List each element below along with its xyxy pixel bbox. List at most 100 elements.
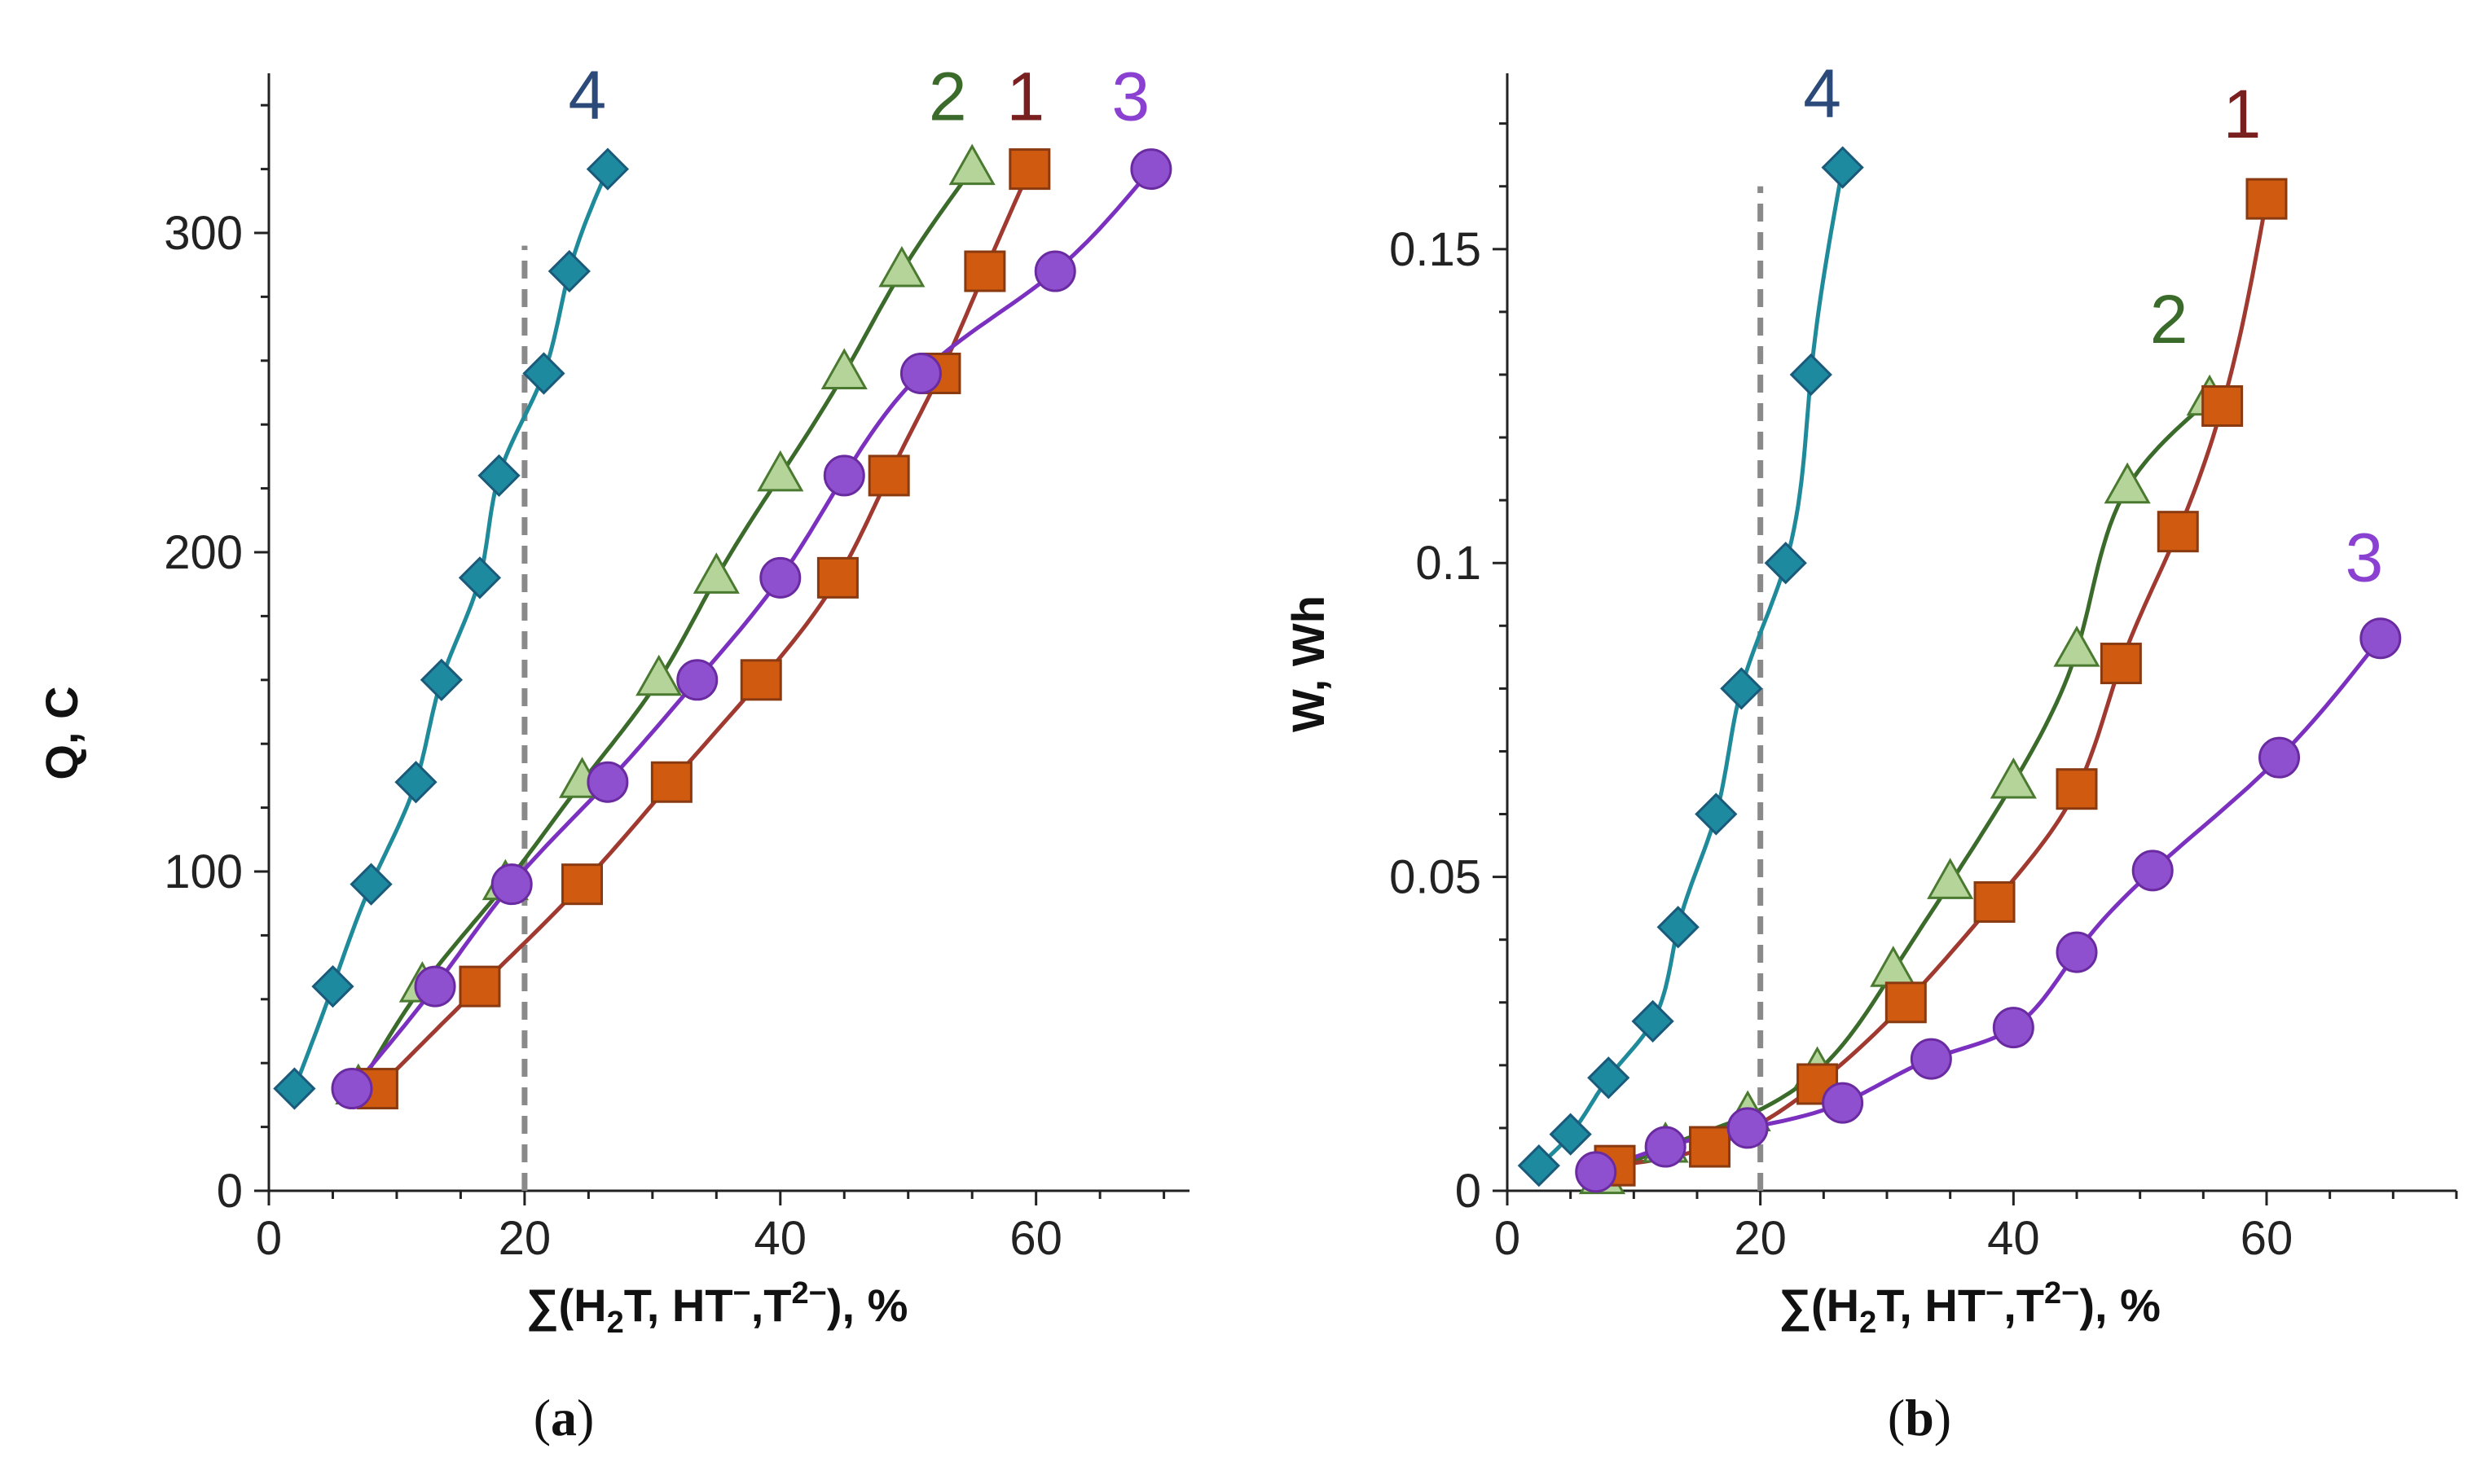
series-4-diamond-marker	[1720, 667, 1763, 710]
series-3-circle-marker	[587, 761, 629, 803]
series-3-circle-marker	[1034, 250, 1076, 292]
series-3-circle-marker	[1130, 148, 1172, 191]
series-3-circle-marker	[490, 863, 533, 906]
series-1-square-marker	[1884, 981, 1927, 1024]
series-4-curve	[1537, 167, 1845, 1168]
series-3-circle-marker	[2359, 617, 2402, 660]
series-3-label: 3	[2345, 520, 2383, 596]
y-tick-label: 0.1	[1415, 537, 1481, 590]
series-2-label: 2	[2150, 281, 2188, 358]
series-2-triangle-marker	[1990, 757, 2037, 799]
series-4-curve	[292, 168, 610, 1090]
panel-a-chart: 0 20 40 60 0 100 200 300 ∑(H2T, HT−,T2−), % Q, C 4…	[36, 57, 1190, 1447]
series-1-curve	[376, 168, 1032, 1091]
x-tick-label: 40	[1987, 1212, 2040, 1265]
x-tick-label: 60	[2241, 1212, 2293, 1265]
series-3-circle-marker	[823, 454, 865, 497]
series-3-circle-marker	[2258, 736, 2301, 779]
series-2-triangle-marker	[2053, 626, 2100, 667]
series-1-square-marker	[2201, 385, 2244, 428]
series-1-square-marker	[561, 863, 604, 906]
series-1-square-marker	[868, 454, 910, 497]
panel-label: (b)	[1888, 1389, 1951, 1447]
series-1-square-marker	[459, 965, 501, 1008]
y-axis-title: Q, C	[36, 686, 87, 779]
series-4-diamond-marker	[1587, 1056, 1630, 1100]
panel-label: (a)	[534, 1389, 595, 1447]
series-3-circle-marker	[1726, 1107, 1769, 1149]
x-axis-title: ∑(H2T, HT−,T2−), %	[526, 1276, 908, 1340]
series-4-diamond-marker	[1656, 906, 1700, 949]
series-4-diamond-marker	[420, 658, 463, 701]
series-3-circle-marker	[1644, 1126, 1686, 1168]
series-4-diamond-marker	[273, 1067, 316, 1110]
x-tick-label: 40	[754, 1212, 807, 1265]
series-2-triangle-marker	[1870, 946, 1917, 987]
series-4-diamond-marker	[522, 352, 565, 395]
y-tick-label: 0	[1455, 1165, 1481, 1218]
x-axis-title: ∑(H2T, HT−,T2−), %	[1779, 1276, 2161, 1340]
y-tick-label: 0	[217, 1165, 243, 1218]
panel-b-chart: 0 20 40 60 0 0.05 0.1 0.15 ∑(H2T, HT−,T2−), % W, …	[1282, 55, 2458, 1447]
x-tick-label: 60	[1009, 1212, 1062, 1265]
series-2-triangle-marker	[757, 450, 804, 492]
series-2-triangle-marker	[820, 348, 868, 389]
series-4-label: 4	[1803, 55, 1841, 132]
series-4-diamond-marker	[1764, 542, 1807, 585]
series-2-triangle-marker	[2104, 462, 2151, 504]
series-2-label: 2	[929, 59, 967, 135]
series-1-square-marker	[816, 556, 859, 599]
series-3-circle-marker	[2131, 850, 2174, 892]
series-1-square-marker	[1973, 880, 2016, 923]
series-2-triangle-marker	[948, 143, 996, 186]
series-2-curve	[356, 168, 974, 1090]
series-1-square-marker	[964, 250, 1006, 292]
x-tick-label: 20	[499, 1212, 552, 1265]
series-4-diamond-marker	[1517, 1144, 1560, 1188]
y-tick-label: 200	[164, 526, 243, 579]
series-4-diamond-marker	[1695, 792, 1738, 836]
series-3-circle-marker	[2056, 931, 2098, 973]
series-1-label: 1	[1006, 59, 1044, 135]
series-3-curve	[350, 168, 1153, 1091]
series-4-diamond-marker	[547, 249, 591, 293]
series-4-diamond-marker	[477, 454, 521, 498]
series-3-circle-marker	[1992, 1007, 2034, 1049]
series-1-square-marker	[1689, 1126, 1731, 1168]
series-1-square-marker	[2100, 643, 2142, 685]
series-1-square-marker	[2245, 178, 2288, 220]
series-1-square-marker	[2056, 768, 2098, 810]
y-tick-label: 0.05	[1389, 851, 1481, 904]
series-3-circle-marker	[759, 556, 802, 599]
series-2-curve	[1601, 397, 2211, 1180]
series-3-circle-marker	[1575, 1151, 1617, 1193]
series-2-triangle-marker	[693, 552, 740, 594]
series-1-square-marker	[2157, 511, 2199, 553]
series-3-circle-marker	[676, 659, 719, 701]
series-3-circle-marker	[1822, 1082, 1864, 1124]
series-1-square-marker	[740, 659, 782, 701]
series-4-diamond-marker	[1789, 353, 1832, 397]
series-1-square-marker	[650, 761, 693, 803]
series-4-diamond-marker	[394, 761, 438, 804]
series-4-label: 4	[569, 57, 607, 134]
y-tick-label: 300	[164, 207, 243, 260]
x-tick-label: 20	[1734, 1212, 1787, 1265]
series-4-diamond-marker	[1549, 1113, 1592, 1156]
series-4-diamond-marker	[458, 556, 502, 599]
series-2-triangle-marker	[1927, 858, 1974, 899]
series-2-triangle-marker	[878, 245, 926, 288]
series-3-circle-marker	[899, 352, 942, 394]
series-4-diamond-marker	[350, 863, 393, 906]
y-axis-title: W, Wh	[1282, 595, 1334, 732]
series-2-triangle-marker	[635, 654, 683, 696]
series-3-circle-marker	[414, 965, 456, 1008]
series-1-square-marker	[1009, 148, 1051, 191]
y-tick-label: 100	[164, 845, 243, 898]
x-tick-label: 0	[1494, 1212, 1520, 1265]
series-1-label: 1	[2223, 76, 2262, 152]
series-3-circle-marker	[1910, 1038, 1952, 1080]
series-4-diamond-marker	[1821, 146, 1864, 189]
y-tick-label: 0.15	[1389, 223, 1481, 276]
